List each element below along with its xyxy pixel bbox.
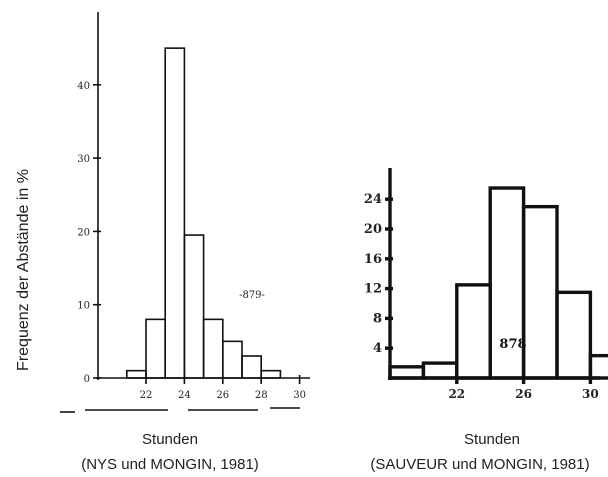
left-bar-3	[183, 234, 205, 379]
left-xlabel: Stunden	[142, 431, 198, 448]
right-y-tick-label-3: 16	[364, 252, 382, 267]
right-bar-2	[455, 283, 492, 380]
left-source: (NYS und MONGIN, 1981)	[81, 456, 259, 473]
left-y-tick-label-3: 30	[77, 154, 90, 165]
right-annotation: 878	[499, 337, 526, 352]
left-x-tick-label-4: 30	[293, 390, 306, 401]
right-y-tick-label-5: 24	[364, 192, 382, 207]
left-bar-4	[202, 318, 224, 379]
left-x-tick-label-0: 22	[140, 390, 153, 401]
left-x-tick-label-1: 24	[178, 390, 191, 401]
left-annotation: -879-	[239, 290, 265, 301]
left-bar-5	[222, 340, 243, 379]
left-y-tick-label-4: 40	[77, 81, 90, 92]
left-x-tick-label-2: 26	[216, 390, 229, 401]
right-bar-6	[588, 353, 608, 380]
right-y-tick-label-0: 4	[373, 341, 382, 356]
right-bar-0	[388, 365, 426, 380]
left-y-tick-label-0: 0	[84, 374, 90, 385]
right-x-tick-label-2: 30	[582, 387, 599, 401]
left-bar-0	[126, 369, 147, 379]
right-bar-5	[555, 290, 593, 380]
right-source: (SAUVEUR und MONGIN, 1981)	[370, 456, 590, 473]
right-x-tick-label-1: 26	[515, 387, 532, 401]
right-y-tick-label-4: 20	[364, 222, 382, 237]
right-y-tick-label-2: 12	[364, 282, 382, 297]
left-x-tick-label-3: 28	[255, 390, 268, 401]
left-y-tick-label-2: 20	[77, 227, 90, 238]
right-x-tick-label-0: 22	[448, 387, 465, 401]
left-bar-6	[241, 355, 263, 379]
right-bar-4	[521, 204, 559, 380]
right-y-tick-label-1: 8	[373, 311, 382, 326]
left-bar-2	[164, 47, 186, 379]
left-bar-7	[260, 369, 282, 379]
left-y-tick-label-1: 10	[77, 301, 90, 312]
right-xlabel: Stunden	[464, 431, 520, 448]
left-bar-1	[145, 318, 167, 379]
right-bar-1	[421, 361, 459, 380]
